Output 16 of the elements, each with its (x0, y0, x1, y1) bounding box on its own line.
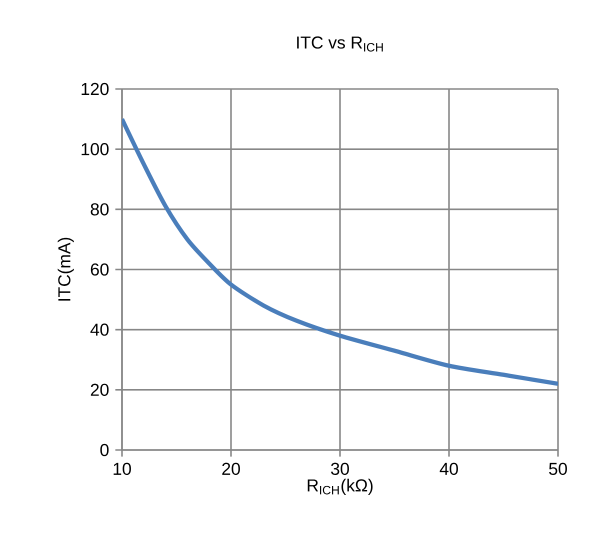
y-axis-title: ITC(mA) (58, 238, 74, 301)
x-tick-label: 20 (222, 462, 240, 475)
y-tick-label: 0 (100, 444, 109, 456)
y-tick-label: 40 (90, 324, 109, 336)
x-tick-label: 50 (549, 462, 567, 475)
x-axis-title: R$_{ICH}$(kΩ) (308, 478, 373, 495)
line-series (122, 116, 558, 386)
x-tick-label: 40 (440, 462, 458, 475)
y-tick-label: 80 (90, 203, 109, 216)
y-tick-label: 20 (90, 384, 109, 396)
y-tick-label: 100 (82, 143, 109, 156)
y-tick-label: 60 (90, 263, 109, 276)
y-tick-label: 120 (82, 82, 109, 96)
x-tick-label: 30 (331, 462, 349, 475)
x-tick-label: 10 (114, 462, 131, 475)
chart-title: ITC vs R$_{ICH}$ (297, 36, 383, 52)
